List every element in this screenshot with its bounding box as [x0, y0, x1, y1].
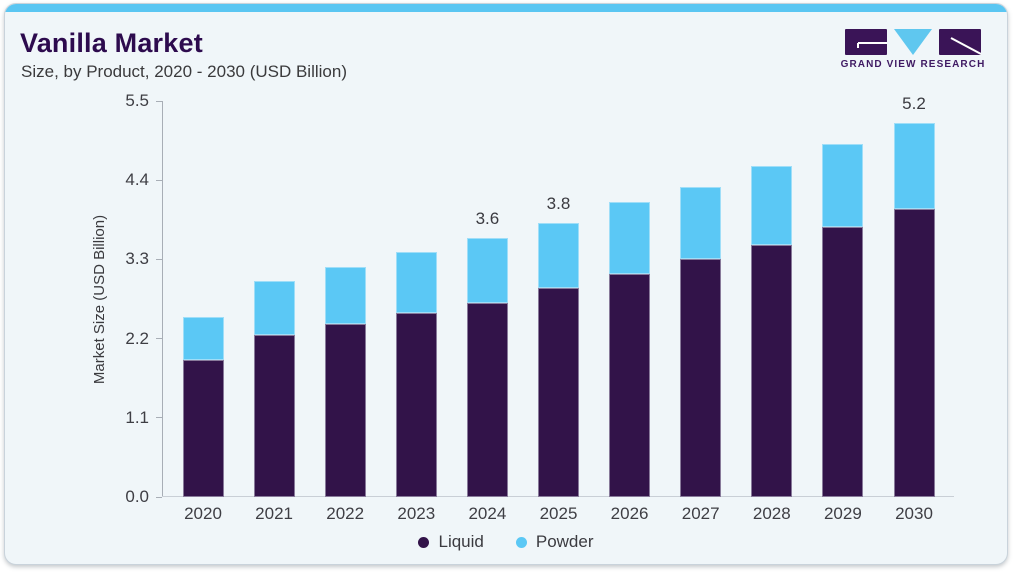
- top-accent-bar: [5, 4, 1007, 12]
- y-tick-label: 4.4: [125, 170, 149, 190]
- bar-segment-powder-2024[interactable]: [466, 237, 508, 303]
- x-tick-label-2028: 2028: [752, 504, 791, 523]
- x-tick-label-2020: 2020: [184, 504, 222, 523]
- bar-segment-liquid-2026[interactable]: [609, 273, 651, 497]
- y-tick-mark: [156, 179, 162, 181]
- legend-label-powder: Powder: [535, 532, 594, 551]
- bar-segment-liquid-2030[interactable]: [893, 209, 935, 497]
- y-tick-mark: [156, 258, 162, 260]
- bar-segment-powder-2022[interactable]: [324, 266, 366, 325]
- y-tick-label: 5.5: [125, 91, 149, 110]
- plot-area: 0.0 1.1 2.2 3.3 4.4 5.5 2020 2021 2022 2023 2024 3.…: [125, 91, 954, 523]
- x-tick-label-2023: 2023: [397, 504, 436, 523]
- legend-label-liquid: Liquid: [438, 532, 484, 551]
- bar-segment-powder-2027[interactable]: [680, 187, 722, 260]
- bar-segment-liquid-2027[interactable]: [680, 259, 722, 497]
- page-title: Vanilla Market: [20, 28, 203, 58]
- x-tick-label-2021: 2021: [255, 504, 293, 523]
- x-tick-label-2029: 2029: [823, 504, 862, 523]
- bar-segment-powder-2028[interactable]: [751, 165, 793, 245]
- x-tick-label-2026: 2026: [610, 504, 649, 523]
- y-tick-mark: [156, 100, 162, 102]
- y-tick-mark: [156, 496, 162, 498]
- bar-segment-powder-2029[interactable]: [822, 144, 864, 227]
- gvr-logo-text: GRAND VIEW RESEARCH: [840, 59, 986, 70]
- x-tick-label-2022: 2022: [326, 504, 365, 523]
- bar-segment-powder-2023[interactable]: [395, 252, 437, 314]
- value-label-2025: 3.8: [546, 194, 571, 214]
- y-tick-label: 1.1: [125, 407, 149, 427]
- x-tick-label-2030: 2030: [895, 504, 933, 523]
- y-tick-label: 2.2: [125, 328, 149, 348]
- gvr-logo: GRAND VIEW RESEARCH: [838, 29, 988, 70]
- bar-segment-liquid-2023[interactable]: [395, 313, 437, 497]
- bar-segment-liquid-2024[interactable]: [466, 302, 508, 497]
- value-label-2030: 5.2: [902, 93, 926, 113]
- bar-segment-powder-2025[interactable]: [538, 223, 579, 289]
- legend-swatch-liquid: [418, 536, 430, 548]
- bar-segment-powder-2021[interactable]: [253, 281, 295, 335]
- legend: Liquid Powder: [5, 532, 1007, 552]
- y-axis-title: Market Size (USD Billion): [91, 214, 109, 384]
- y-tick-label: 3.3: [125, 249, 149, 269]
- bar-segment-liquid-2020[interactable]: [182, 360, 224, 497]
- legend-item-liquid[interactable]: Liquid: [418, 532, 484, 552]
- x-tick-label-2025: 2025: [539, 504, 578, 523]
- y-tick-mark: [156, 338, 162, 340]
- gvr-logo-mark: [845, 29, 981, 55]
- y-tick-label: 0.0: [125, 487, 149, 506]
- bar-segment-liquid-2028[interactable]: [751, 245, 793, 497]
- chart-card: Vanilla Market Size, by Product, 2020 - …: [4, 3, 1008, 565]
- bar-segment-powder-2030[interactable]: [893, 122, 935, 209]
- bar-segment-liquid-2021[interactable]: [253, 335, 295, 497]
- bar-segment-liquid-2025[interactable]: [538, 288, 579, 497]
- x-tick-label-2024: 2024: [468, 504, 507, 523]
- legend-swatch-powder: [515, 536, 527, 548]
- y-axis-title-wrap: Market Size (USD Billion): [89, 101, 111, 497]
- y-tick-mark: [156, 417, 162, 419]
- bar-segment-powder-2026[interactable]: [609, 201, 651, 274]
- y-axis-line: [162, 101, 163, 497]
- legend-item-powder[interactable]: Powder: [515, 532, 594, 552]
- x-tick-label-2027: 2027: [681, 504, 720, 523]
- page-subtitle: Size, by Product, 2020 - 2030 (USD Billi…: [21, 62, 347, 81]
- bar-segment-liquid-2029[interactable]: [822, 227, 864, 497]
- bar-segment-powder-2020[interactable]: [182, 317, 224, 361]
- value-label-2024: 3.6: [475, 208, 500, 228]
- bar-segment-liquid-2022[interactable]: [324, 324, 366, 497]
